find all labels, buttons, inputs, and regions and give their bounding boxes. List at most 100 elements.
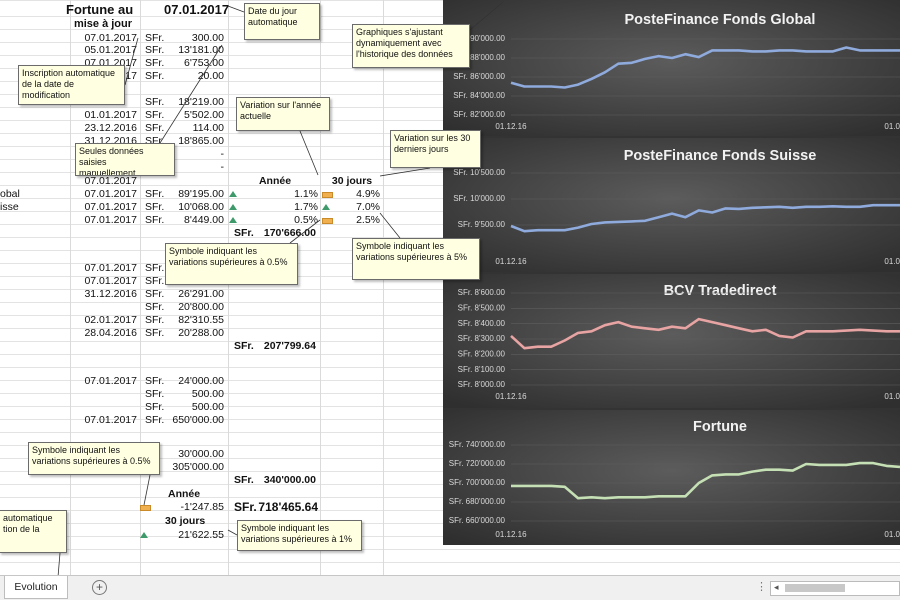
comment-line: Inscription automatique — [22, 68, 116, 78]
currency-cell: SFr. — [145, 314, 165, 326]
comment-line: derniers jours — [394, 144, 449, 154]
comment-line: automatique — [3, 513, 53, 523]
summary-year: -1'247.85 — [180, 501, 224, 513]
chart-title: Fortune — [693, 419, 747, 435]
summary-header: 30 jours — [165, 515, 206, 527]
currency-cell: SFr. — [145, 375, 165, 387]
comment: Variation sur les 30 derniers jours — [390, 130, 481, 168]
comment-line: manuellement — [79, 168, 136, 176]
currency-cell: SFr. — [145, 188, 165, 200]
x-tick-label: 01.01.17 — [884, 530, 900, 539]
date-cell: 07.01.2017 — [84, 188, 137, 200]
amount-cell: 30'000.00 — [178, 448, 224, 460]
sheet-title: Fortune au — [66, 2, 134, 17]
comment: automatique tion de la — [0, 510, 67, 553]
comment-line: de la date de — [22, 79, 75, 89]
amount-cell: 650'000.00 — [172, 414, 224, 426]
x-tick-label: 01.01.17 — [884, 122, 900, 131]
comment-line: variations supérieures à 1% — [241, 534, 353, 544]
comment-line: Variation sur l'année — [240, 100, 322, 110]
year-variation: 0.5% — [294, 214, 318, 226]
y-tick-label: SFr. 660'000.00 — [449, 516, 506, 525]
column-line — [320, 0, 321, 575]
currency-cell: SFr. — [145, 275, 165, 287]
comment-line: Symbole indiquant les — [241, 523, 330, 533]
y-tick-label: SFr. 720'000.00 — [449, 459, 506, 468]
horizontal-scrollbar[interactable]: ◂ — [770, 581, 900, 596]
amount-cell: 8'449.00 — [184, 214, 224, 226]
currency-cell: SFr. — [234, 474, 254, 486]
comment: Variation sur l'année actuelle — [236, 97, 330, 131]
amount-cell: 26'291.00 — [178, 288, 224, 300]
comment: Seules données saisies manuellement — [75, 143, 175, 176]
month-variation: 7.0% — [356, 201, 380, 213]
date-cell: 07.01.2017 — [84, 414, 137, 426]
charts-panel: PosteFinance Fonds Global SFr. 82'000.00 S… — [57, 0, 900, 575]
amount-cell: 20'288.00 — [178, 327, 224, 339]
currency-cell: SFr. — [145, 70, 165, 82]
date-cell: 02.01.2017 — [84, 314, 137, 326]
trend-up-icon — [229, 204, 237, 210]
row-label: obal — [0, 188, 20, 200]
comment-line: Variation sur les 30 — [394, 133, 471, 143]
amount-cell: 5'502.00 — [184, 109, 224, 121]
data-line — [511, 461, 900, 500]
comment-line: Symbole indiquant les — [32, 445, 121, 455]
currency-cell: SFr. — [145, 401, 165, 413]
currency-cell: SFr. — [145, 214, 165, 226]
x-tick-label: 01.12.16 — [495, 392, 527, 401]
y-tick-label: SFr. 82'000.00 — [453, 110, 505, 119]
y-tick-label: SFr. 680'000.00 — [449, 497, 506, 506]
amount-cell: 82'310.55 — [178, 314, 224, 326]
comment-line: modification — [22, 90, 71, 100]
y-tick-label: SFr. 10'500.00 — [453, 168, 505, 177]
comment-connectors — [57, 1, 504, 575]
trend-up-icon — [229, 191, 237, 197]
comment-line: actuelle — [240, 111, 272, 121]
row-label: isse — [0, 201, 19, 213]
data-line — [510, 203, 900, 233]
comment-line: Symbole indiquant les — [356, 241, 445, 251]
y-tick-label: SFr. 700'000.00 — [449, 478, 506, 487]
comment-line: Graphiques s'ajustant — [356, 27, 443, 37]
trend-flat-icon — [140, 505, 151, 511]
year-variation: 1.7% — [294, 201, 318, 213]
data-line — [510, 317, 900, 350]
amount-cell: 10'068.00 — [178, 201, 224, 213]
add-sheet-button[interactable]: + — [92, 580, 107, 595]
comment-line: dynamiquement avec — [356, 38, 442, 48]
amount-cell: 500.00 — [191, 401, 224, 413]
y-tick-label: SFr. 8'300.00 — [458, 334, 506, 343]
comment-line: Seules données saisies — [79, 146, 144, 167]
col-header: 30 jours — [331, 175, 373, 187]
year-variation: 1.1% — [294, 188, 318, 200]
chart-title: BCV Tradedirect — [664, 283, 777, 299]
month-variation: 2.5% — [356, 214, 380, 226]
comment-line: variations supérieures à 0.5% — [32, 456, 151, 466]
trend-up-icon — [229, 217, 237, 223]
date-cell: 07.01.2017 — [84, 175, 137, 187]
x-tick-label: 01.12.16 — [495, 257, 527, 266]
y-tick-label: SFr. 90'000.00 — [453, 34, 505, 43]
currency-cell: SFr. — [234, 340, 254, 352]
comment: Inscription automatique de la date de modi… — [18, 65, 125, 105]
amount-cell: - — [220, 148, 225, 160]
currency-cell: SFr. — [145, 109, 165, 121]
y-tick-label: SFr. 740'000.00 — [449, 440, 506, 449]
amount-cell: 207'799.64 — [263, 340, 316, 352]
sheet-date: 07.01.2017 — [164, 2, 230, 17]
y-tick-label: SFr. 8'100.00 — [458, 365, 506, 374]
amount-cell: 13'181.00 — [178, 44, 224, 56]
amount-cell: 114.00 — [192, 122, 224, 134]
currency-cell: SFr. — [145, 301, 165, 313]
sheet-tab[interactable]: Evolution — [4, 576, 68, 599]
currency-cell: SFr. — [145, 44, 165, 56]
summary-currency: SFr. — [234, 500, 257, 514]
y-tick-label: SFr. 10'000.00 — [453, 194, 505, 203]
date-cell: 05.01.2017 — [84, 44, 137, 56]
comment-line: l'historique des données — [356, 49, 453, 59]
comment: Graphiques s'ajustant dynamiquement avec l… — [352, 24, 470, 68]
amount-cell: 300.00 — [191, 32, 224, 44]
trend-flat-icon — [322, 192, 333, 198]
comment-line: tion de la — [3, 524, 40, 534]
